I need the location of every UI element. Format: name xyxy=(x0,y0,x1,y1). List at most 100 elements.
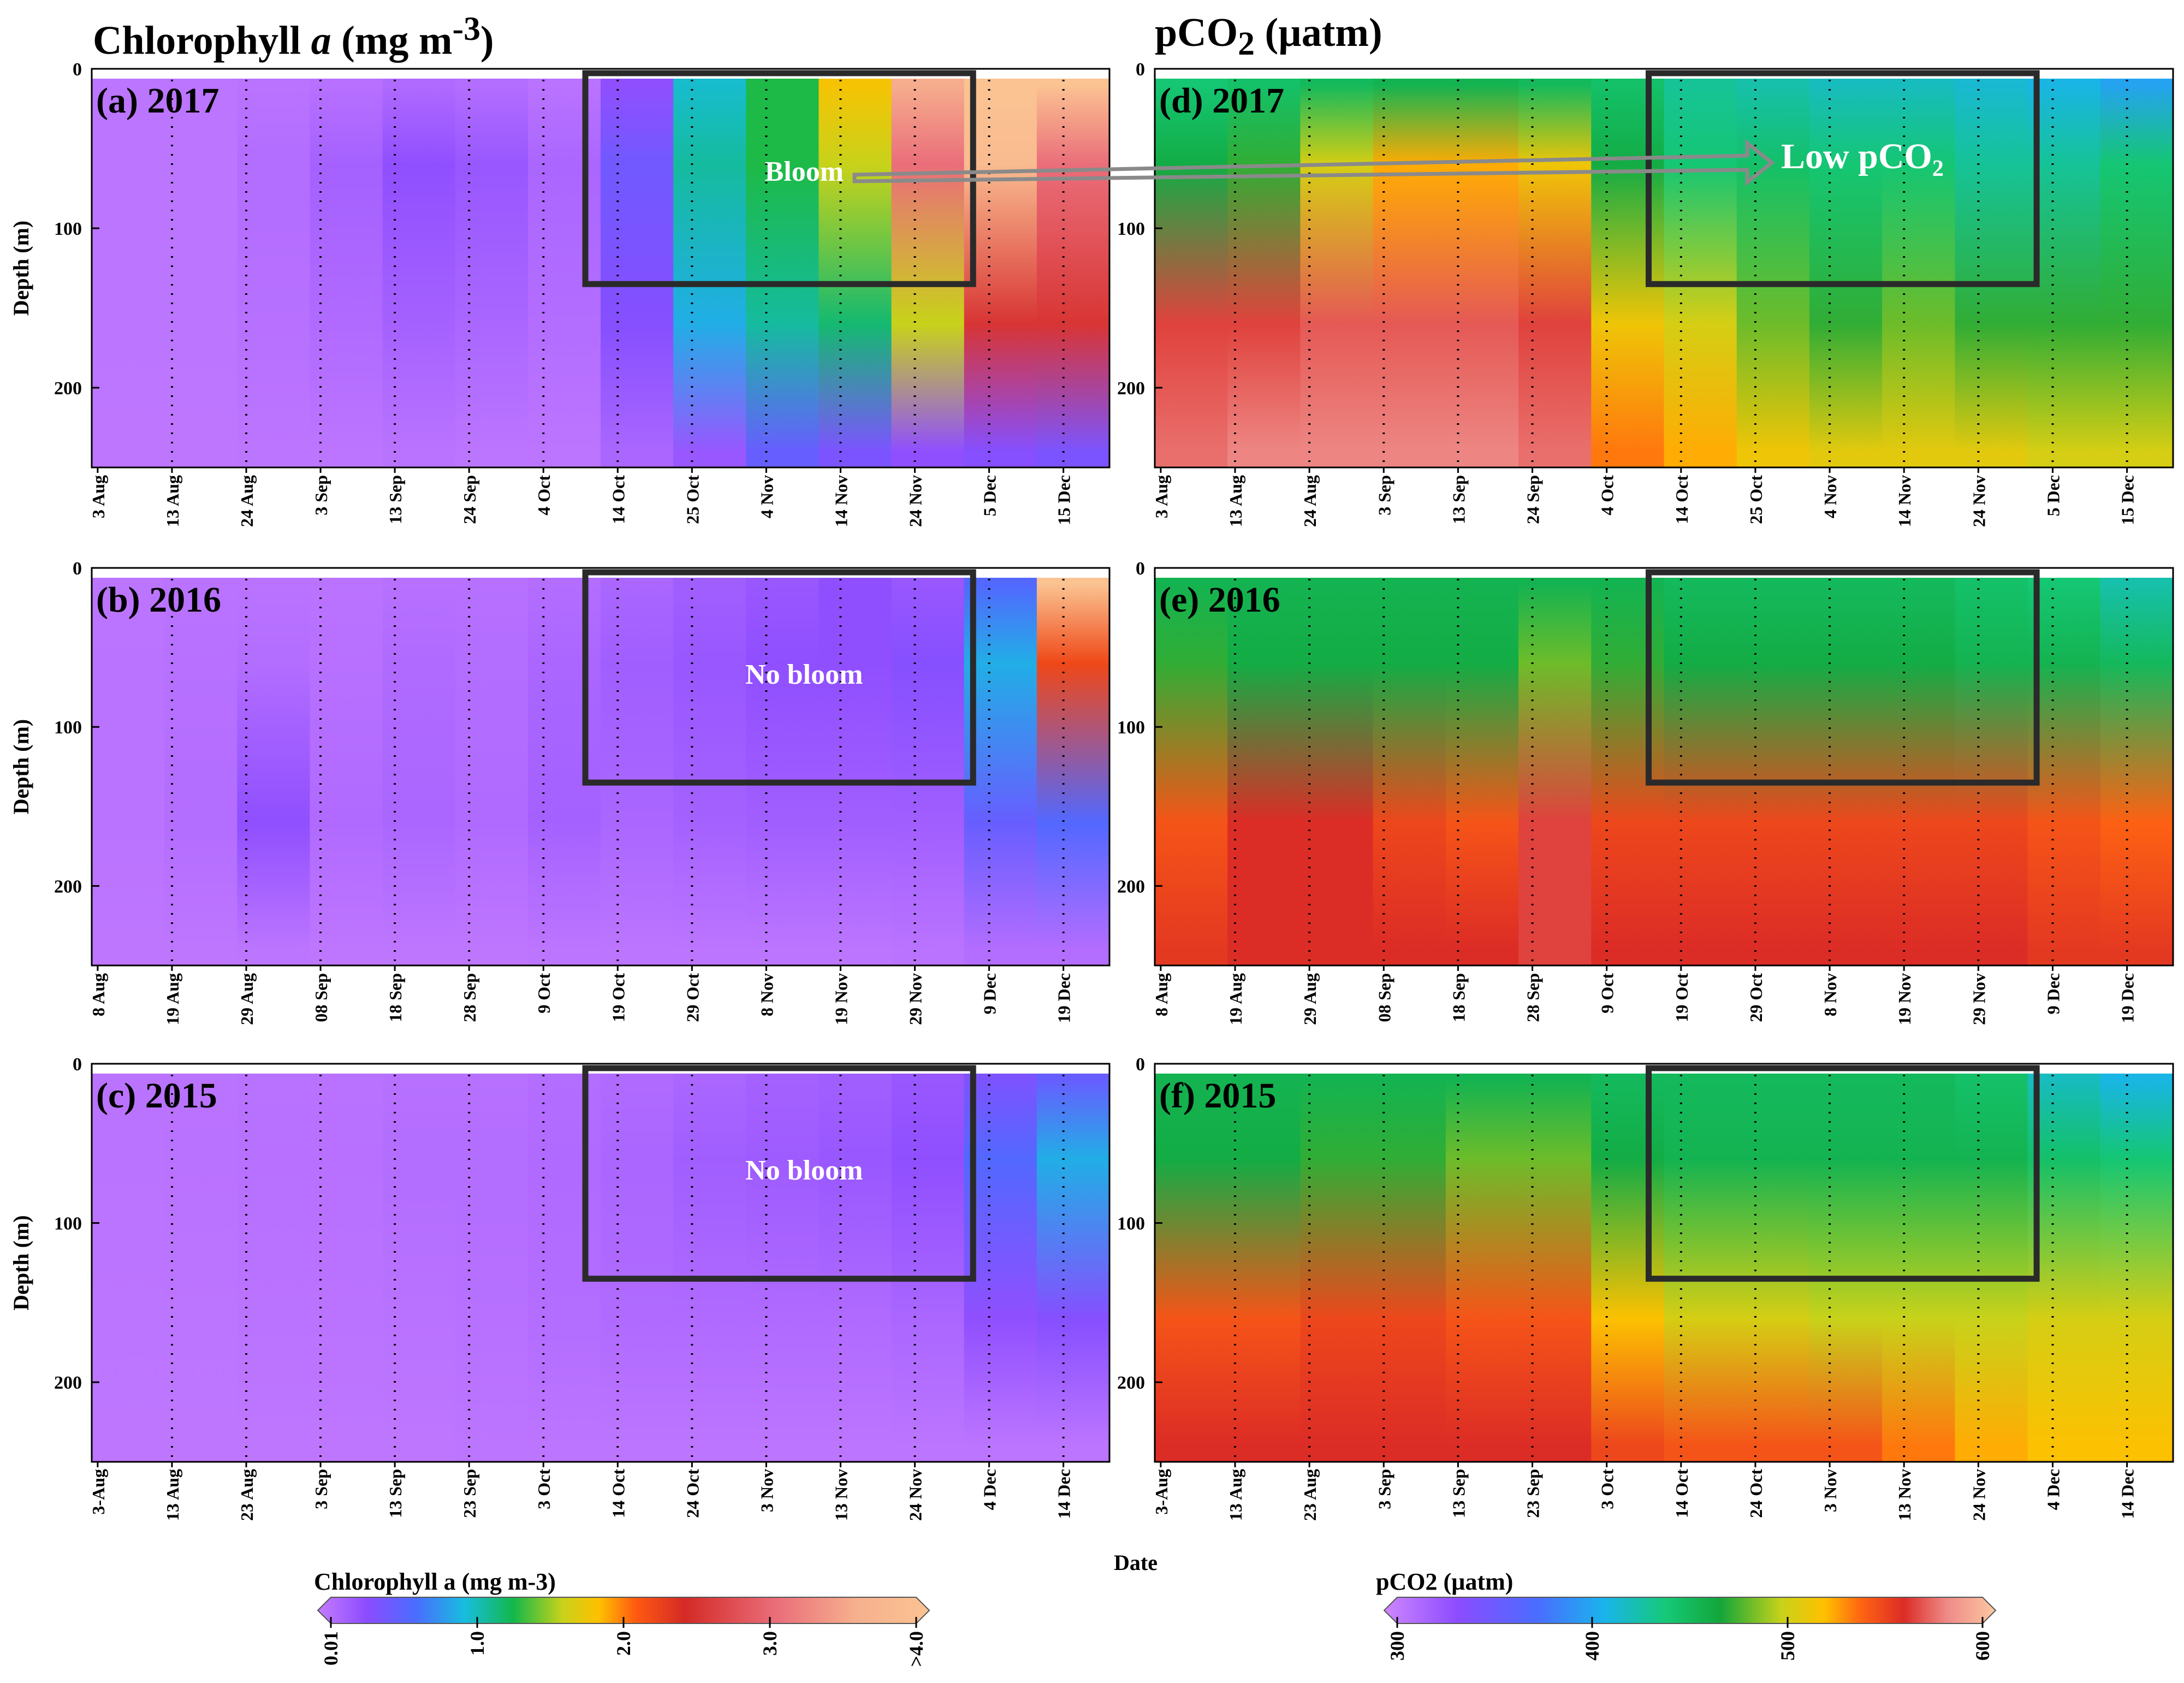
x-tick-label: 23 Sep xyxy=(1523,1469,1543,1518)
heatmap-column xyxy=(601,69,674,467)
x-tick-label: 14 Dec xyxy=(2118,1469,2138,1519)
x-tick-label: 24 Aug xyxy=(237,475,257,527)
heatmap-column xyxy=(746,69,820,467)
y-tick-label: 0 xyxy=(73,60,82,80)
panel-frame xyxy=(91,567,1111,967)
y-axis-title: Depth (m) xyxy=(9,221,33,316)
x-tick-label: 14 Nov xyxy=(1895,475,1914,527)
colorbar-strip xyxy=(1383,1597,1997,1624)
x-tick-label: 3-Aug xyxy=(88,1469,108,1515)
heatmap-column xyxy=(92,568,165,965)
x-tick-label: 29 Aug xyxy=(1300,973,1320,1025)
x-tick-label: 24 Nov xyxy=(1969,1469,1989,1521)
x-tick-label: 13 Sep xyxy=(385,1469,405,1518)
y-tick-label: 0 xyxy=(73,559,82,579)
x-tick-label: 24 Sep xyxy=(1523,475,1543,524)
x-tick-label: 29 Oct xyxy=(1746,973,1766,1022)
heatmap-column xyxy=(818,568,892,965)
x-tick-label: 29 Nov xyxy=(906,973,925,1025)
heatmap-column xyxy=(1300,568,1374,965)
heatmap-column xyxy=(1227,568,1301,965)
colorbars: Chlorophyll a (mg m-3) 0.01 1.0 2.0 3.0 >4.0 p… xyxy=(314,1568,1997,1667)
panel-label: (c) 2015 xyxy=(96,1076,217,1116)
heatmap-column xyxy=(237,69,311,467)
heatmap-column xyxy=(891,1064,965,1462)
heatmap-column xyxy=(1445,69,1520,467)
x-tick-label: 9 Dec xyxy=(2043,973,2063,1015)
arrow-shape xyxy=(852,139,1775,187)
heatmap-column xyxy=(527,568,601,965)
colorbar-tick-label: 500 xyxy=(1777,1631,1799,1661)
x-tick-label: 3 Oct xyxy=(534,1469,554,1509)
x-tick-label: 13 Sep xyxy=(1449,475,1468,524)
heatmap-column xyxy=(1300,1064,1374,1462)
x-tick-label: 24 Aug xyxy=(1300,475,1320,527)
colorbar-tick-label: 0.01 xyxy=(320,1631,342,1666)
x-tick-label: 23 Sep xyxy=(460,1469,479,1518)
x-tick-label: 3 Sep xyxy=(311,1469,331,1509)
y-tick-label: 100 xyxy=(54,1214,82,1234)
panels: 3 Aug 13 Aug 24 Aug 3 Sep 13 Sep 24 Sep 4 Oct 1… xyxy=(9,60,2174,1521)
y-tick-label: 200 xyxy=(54,876,82,897)
heatmap-column xyxy=(746,1064,820,1462)
heatmap-column xyxy=(1664,1064,1737,1462)
heatmap-column xyxy=(2027,568,2101,965)
annotation-subscript: 2 xyxy=(1932,156,1944,181)
colorbar-pco2: pCO2 (µatm) 300 400 500 600 xyxy=(1376,1568,1997,1661)
x-tick-label: 19 Dec xyxy=(2118,973,2138,1023)
x-tick-label: 18 Sep xyxy=(1449,973,1468,1022)
x-tick-label: 13 Sep xyxy=(385,475,405,524)
x-tick-label: 8 Aug xyxy=(88,973,108,1016)
heatmap-column xyxy=(2100,1064,2174,1462)
heatmap-column xyxy=(1736,1064,1810,1462)
heatmap-column xyxy=(2027,1064,2101,1462)
panel-frame xyxy=(91,68,1111,469)
colorbar-tick-label: 3.0 xyxy=(759,1631,781,1656)
heatmap-column xyxy=(1155,69,1228,467)
heatmap-column xyxy=(382,568,456,965)
panel-label: (e) 2016 xyxy=(1159,580,1280,620)
x-tick-label: 13 Sep xyxy=(1449,1469,1468,1518)
x-tick-label: 29 Aug xyxy=(237,973,257,1025)
heatmap-column xyxy=(164,568,238,965)
x-tick-label: 24 Nov xyxy=(1969,475,1989,527)
x-tick-label: 3-Aug xyxy=(1152,1469,1171,1515)
heatmap-column xyxy=(818,1064,892,1462)
heatmap-column xyxy=(1591,1064,1665,1462)
x-tick-label: 4 Nov xyxy=(757,475,776,518)
highlight-box xyxy=(1646,1065,2040,1282)
heatmap-column xyxy=(1155,1064,1228,1462)
heatmap-column xyxy=(310,1064,383,1462)
x-tick-label: 13 Aug xyxy=(1226,475,1245,527)
y-tick-label: 100 xyxy=(1117,219,1145,239)
x-tick-label: 5 Dec xyxy=(2043,475,2063,517)
panel-1: 3 Aug 13 Aug 24 Aug 3 Sep 13 Sep 24 Sep 4 Oct 1… xyxy=(9,60,1111,527)
heatmap-column xyxy=(1591,69,1665,467)
highlight-box xyxy=(1646,70,2040,287)
y-tick-label: 100 xyxy=(1117,1214,1145,1234)
heatmap-column xyxy=(601,568,674,965)
x-tick-label: 3 Sep xyxy=(1374,475,1394,515)
x-tick-label: 19 Oct xyxy=(608,973,628,1022)
x-tick-label: 24 Oct xyxy=(682,1469,702,1518)
heatmap-column xyxy=(237,1064,311,1462)
x-tick-label: 4 Oct xyxy=(534,475,554,515)
panel-6: 3-Aug 13 Aug 23 Aug 3 Sep 13 Sep 23 Sep 3 Oct 1… xyxy=(1117,1054,2174,1521)
heatmap-column xyxy=(1445,1064,1520,1462)
x-tick-label: 3 Sep xyxy=(311,475,331,515)
heatmap-column xyxy=(2100,568,2174,965)
heatmap-column xyxy=(1809,1064,1883,1462)
x-tick-label: 14 Nov xyxy=(831,475,851,527)
heatmap-column xyxy=(673,568,747,965)
annotation-label: No bloom xyxy=(745,659,863,690)
x-tick-label: 5 Dec xyxy=(980,475,1000,517)
heatmap-column xyxy=(746,568,820,965)
x-tick-label: 4 Dec xyxy=(980,1469,1000,1510)
x-axis-title: Date xyxy=(1114,1550,1158,1575)
x-tick-label: 13 Aug xyxy=(163,475,182,527)
heatmap-column xyxy=(1518,568,1592,965)
x-tick-label: 3 Aug xyxy=(1152,475,1171,518)
heatmap-column xyxy=(527,1064,601,1462)
panel-frame xyxy=(1154,567,2174,967)
